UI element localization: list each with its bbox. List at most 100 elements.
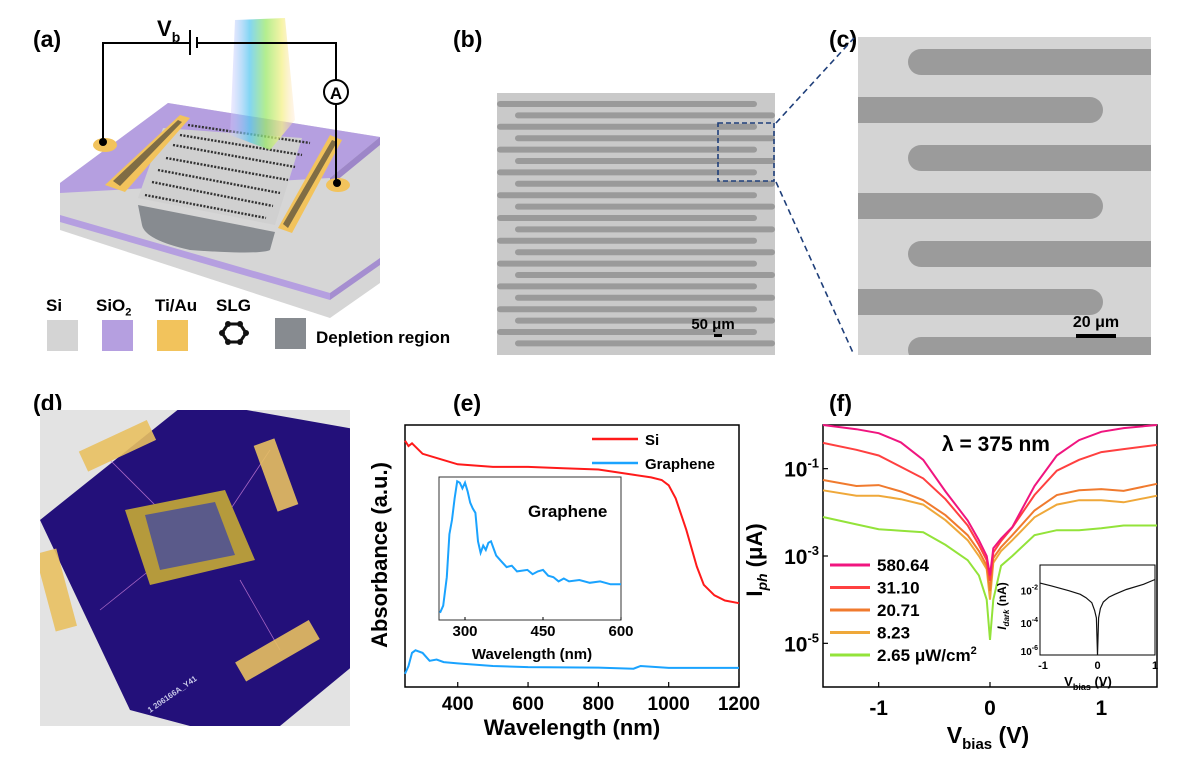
legend-si-label: Si (645, 432, 659, 449)
y-tick-label: 10-3 (784, 543, 819, 569)
legend-depletion-swatch (275, 318, 306, 349)
electrode-finger (497, 283, 757, 290)
sio2-lower-layer (60, 215, 330, 300)
scale-bar-label: 50 μm (691, 316, 734, 333)
exposed-si-window (138, 128, 302, 225)
series-line-si (404, 440, 740, 605)
electrode-fingers (497, 101, 775, 347)
panel-label-e: (e) (453, 390, 482, 416)
x-tick-label: 1000 (648, 694, 690, 715)
circuit-wire-right (197, 42, 337, 80)
x-tick-label: 800 (583, 694, 615, 715)
legend-label-8.23: 8.23 (877, 624, 910, 643)
y-axis-label: Absorbance (a.u.) (367, 462, 392, 648)
sem-image-interdigitated: 50 μm (497, 93, 775, 355)
photocurrent-chart: Iph (μA) Vbias (V) λ = 375 nm Vbias (V) Idar… (742, 424, 1158, 753)
electrode-finger (497, 101, 757, 107)
scale-bar (714, 334, 722, 337)
series-line-580.64 (822, 424, 1158, 576)
electrode-finger (908, 337, 1151, 355)
electrode-finger (497, 329, 757, 335)
legend-slg-label: SLG (216, 296, 251, 315)
chip-die (145, 502, 235, 570)
wavelength-annotation: λ = 375 nm (942, 433, 1050, 456)
chip-board-photo: 1 206166A_Y41 (40, 410, 350, 726)
legend-si-label: Si (46, 296, 63, 315)
electrode-finger (497, 169, 757, 176)
inset-dark-current-line (1039, 578, 1156, 656)
electrode-finger (497, 192, 757, 199)
legend-sio2-swatch (102, 320, 133, 351)
absorbance-chart: Absorbance (a.u.) Wavelength (nm) Si Graphe… (367, 424, 760, 740)
electrode-finger (515, 294, 775, 301)
electrode-finger (497, 146, 757, 153)
plot-frame (404, 424, 740, 688)
zoom-region-box (717, 122, 775, 182)
panel-label-a: (a) (33, 26, 62, 52)
inset-series-line-graphene (439, 479, 621, 614)
inset-x-axis-label: Vbias (V) (1064, 674, 1112, 692)
circuit-wire-left (102, 42, 190, 142)
light-beam (230, 18, 295, 150)
sio2-lower-layer-side (330, 258, 380, 300)
x-axis-label: Vbias (V) (947, 722, 1029, 753)
electrode-finger (515, 272, 775, 278)
electrode-finger (515, 203, 775, 210)
inset-x-tick-label: 600 (608, 623, 633, 640)
graphene-strips (144, 123, 311, 220)
contact-pads (40, 419, 320, 682)
inset-y-tick-label: 10-2 (1021, 585, 1038, 598)
electrode-finger (908, 49, 1151, 75)
contact-dot-right (333, 179, 341, 187)
contact-dot-left (99, 138, 107, 146)
scale-bar-label: 20 μm (1073, 314, 1119, 331)
inset-x-tick-label: 0 (1094, 660, 1100, 672)
y-tick-label: 10-5 (784, 630, 819, 656)
legend-label-2.65: 2.65 μW/cm2 (877, 645, 977, 665)
electrode-finger (497, 306, 757, 313)
legend-graphene-label: Graphene (645, 456, 715, 473)
x-tick-label: 600 (512, 694, 544, 715)
electrode-finger (908, 241, 1151, 267)
electrode-finger (497, 237, 757, 244)
inset-y-axis-label: Idark (nA) (995, 582, 1011, 630)
legend-si-swatch (47, 320, 78, 351)
panel-label-b: (b) (453, 26, 483, 52)
electrode-finger (858, 97, 1103, 123)
inset-x-tick-label: -1 (1038, 660, 1048, 672)
zoom-connector-lines (775, 37, 855, 356)
panel-label-f: (f) (829, 390, 852, 416)
legend-label-580.64: 580.64 (877, 556, 930, 575)
series-line-20.71 (822, 479, 1158, 591)
electrode-finger (908, 145, 1151, 171)
electrode-finger (515, 135, 775, 142)
graphene-on-electrode-left (113, 120, 182, 186)
x-tick-label: 1 (1095, 697, 1107, 720)
legend-tiau-label: Ti/Au (155, 296, 198, 315)
x-tick-label: 1200 (718, 694, 760, 715)
electrode-finger (497, 123, 757, 130)
electrode-finger (515, 112, 775, 119)
sio2-top-layer-side (330, 137, 380, 186)
series-line-2.65 (822, 516, 1157, 640)
y-tick-label: 10-1 (784, 456, 819, 482)
electrode-finger (515, 317, 775, 324)
series-line-31.10 (822, 441, 1158, 581)
electrode-finger (858, 193, 1103, 219)
inset-frame (438, 476, 622, 621)
bias-voltage-label: Vb (157, 16, 180, 45)
electrode-finger (515, 340, 775, 347)
inset-x-tick-label: 450 (530, 623, 555, 640)
device-schematic: A Vb (60, 16, 380, 318)
series-line-graphene (404, 649, 739, 675)
electrode-finger (515, 158, 775, 164)
electrode-finger (515, 180, 775, 187)
x-tick-label: 0 (984, 697, 996, 720)
inset-x-tick-label: 1 (1152, 660, 1158, 672)
series-line-8.23 (822, 489, 1158, 600)
electrode-finger (858, 289, 1103, 315)
legend-tiau-swatch (157, 320, 188, 351)
electrode-fingers-zoomed (858, 49, 1151, 355)
hexagon-ring-icon (219, 321, 249, 345)
legend-depletion-label: Depletion region (316, 328, 451, 347)
